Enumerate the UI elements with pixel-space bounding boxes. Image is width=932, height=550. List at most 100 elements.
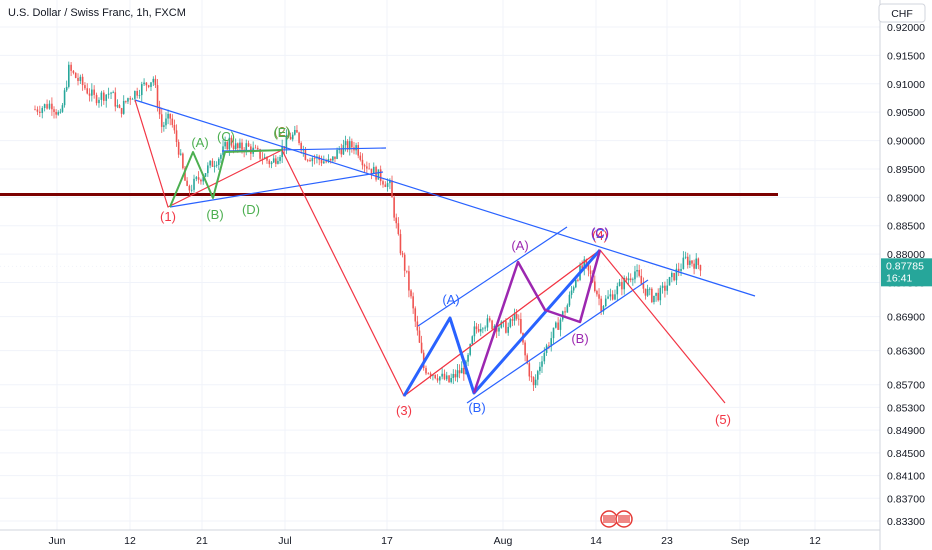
candle-body xyxy=(434,374,437,379)
candle-body xyxy=(517,318,520,320)
candle-body xyxy=(357,145,360,156)
big-wave-label-1: (1) xyxy=(160,209,176,224)
candle-body xyxy=(204,173,207,177)
candle-body xyxy=(61,105,64,112)
candle-body xyxy=(691,260,693,264)
candle-body xyxy=(346,141,349,150)
y-tick-label: 0.85300 xyxy=(887,402,925,414)
candle-body xyxy=(682,257,685,269)
trendline-upper xyxy=(134,99,756,297)
annotations xyxy=(134,99,756,404)
candle-body xyxy=(177,141,180,155)
candle-body xyxy=(498,327,500,332)
candle-body xyxy=(436,378,439,381)
candle-body xyxy=(616,286,619,295)
candle-body xyxy=(36,109,39,112)
candle-body xyxy=(384,184,387,187)
candle-body xyxy=(609,294,612,297)
candle-body xyxy=(638,269,640,276)
candle-body xyxy=(661,285,664,288)
candle-body xyxy=(412,296,414,309)
candle-body xyxy=(74,72,77,78)
candle-body xyxy=(629,278,632,280)
candle-body xyxy=(589,270,592,274)
candle-body xyxy=(68,64,70,87)
y-axis: 0.92000 0.91500 0.91000 0.90500 0.90000 0.895… xyxy=(879,0,925,550)
candle-body xyxy=(507,326,509,333)
candle-body xyxy=(300,143,302,151)
candle-body xyxy=(84,85,86,89)
candle-body xyxy=(491,320,493,330)
candle-body xyxy=(91,89,93,96)
candle-body xyxy=(340,149,343,155)
candle-body xyxy=(657,292,659,301)
green-wave-label-b: (B) xyxy=(206,207,223,222)
y-tick-label: 0.84500 xyxy=(887,448,925,460)
candle-body xyxy=(536,371,539,380)
candle-body xyxy=(515,314,518,319)
x-tick-label: 12 xyxy=(809,535,821,547)
candle-body xyxy=(458,370,461,374)
candle-body xyxy=(697,258,700,266)
candle-body xyxy=(484,327,486,329)
x-tick-label: 23 xyxy=(661,535,673,547)
currency-box[interactable]: CHF xyxy=(878,3,926,23)
candle-body xyxy=(408,271,410,291)
y-tick-label: 0.86300 xyxy=(887,346,925,358)
candle-body xyxy=(355,145,357,151)
candle-body xyxy=(202,176,205,182)
candle-body xyxy=(77,77,79,82)
candle-body xyxy=(154,78,157,86)
candle-body xyxy=(445,375,448,380)
candle-body xyxy=(391,180,393,198)
candle-body xyxy=(575,279,577,288)
candle-body xyxy=(488,318,491,321)
candle-body xyxy=(336,149,338,159)
candle-body xyxy=(642,283,645,289)
candle-body xyxy=(382,181,384,185)
candle-body xyxy=(602,306,605,312)
candle-body xyxy=(41,108,44,113)
candle-body xyxy=(145,82,148,86)
candle-body xyxy=(215,164,218,166)
x-axis: Jun 12 21 Jul 17 Aug 14 23 Sep 12 xyxy=(0,529,880,547)
candle-body xyxy=(107,93,110,95)
x-tick-label: Sep xyxy=(731,535,750,547)
candle-body xyxy=(625,277,628,281)
candle-body xyxy=(313,158,316,159)
candle-body xyxy=(48,103,51,109)
candle-body xyxy=(245,143,248,152)
candle-body xyxy=(432,374,434,376)
candle-body xyxy=(98,99,100,104)
candle-body xyxy=(469,344,471,355)
x-tick-label: 14 xyxy=(590,535,602,547)
event-icon[interactable] xyxy=(600,510,633,528)
candle-body xyxy=(623,277,625,290)
candle-body xyxy=(471,336,474,345)
y-tick-label: 0.90500 xyxy=(887,107,925,119)
candle-body xyxy=(224,142,226,147)
big-wave-label-5: (5) xyxy=(715,412,731,427)
candle-body xyxy=(566,305,569,313)
candle-body xyxy=(611,294,614,300)
candle-body xyxy=(163,125,165,127)
candle-body xyxy=(51,103,53,110)
candle-body xyxy=(207,165,209,174)
candle-body xyxy=(363,165,366,167)
big-wave-label-4: (4) xyxy=(592,228,608,243)
candle-body xyxy=(195,177,198,179)
candle-body xyxy=(557,322,559,330)
wave-labels: (1) (2) (3) (4) (5) (A) (B) (C) (D) (E) (A) (B) (C) (… xyxy=(160,124,731,427)
candle-body xyxy=(640,275,643,284)
candle-body xyxy=(644,288,647,296)
channel-lower xyxy=(466,279,649,404)
candle-body xyxy=(103,92,105,101)
triangle-lower xyxy=(169,171,384,208)
candle-body xyxy=(81,76,84,86)
candle-body xyxy=(167,113,169,119)
candle-body xyxy=(473,326,476,337)
candle-body xyxy=(475,326,478,330)
purple-wave-label-c: (C) xyxy=(591,225,609,240)
candle-body xyxy=(530,376,533,378)
